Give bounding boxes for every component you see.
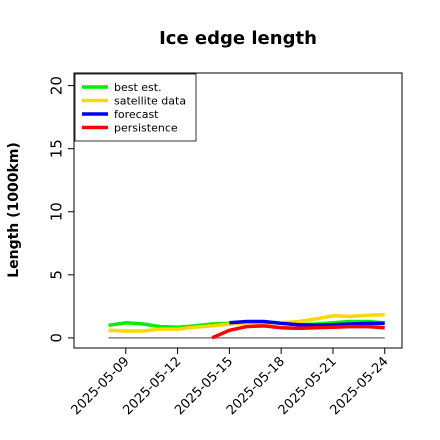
series-line-persistence [211, 324, 385, 340]
y-axis-label: Length (1000km) [6, 142, 22, 278]
y-tick-label: 0 [47, 333, 65, 343]
y-tick-label: 20 [47, 76, 65, 95]
legend-label: satellite data [114, 95, 186, 108]
y-tick-label: 10 [47, 202, 65, 221]
legend-box [74, 73, 197, 142]
series-layer [108, 312, 385, 340]
plot-frame [73, 72, 403, 349]
series-line-forecast [229, 319, 385, 328]
chart-title: Ice edge length [159, 28, 317, 49]
y-tick-label: 15 [47, 139, 65, 158]
legend-label: best est. [114, 81, 162, 94]
legend-label: persistence [114, 122, 178, 135]
legend-label: forecast [114, 108, 159, 121]
y-tick-label: 5 [47, 270, 65, 280]
legend: best est.satellite dataforecastpersisten… [74, 73, 197, 142]
